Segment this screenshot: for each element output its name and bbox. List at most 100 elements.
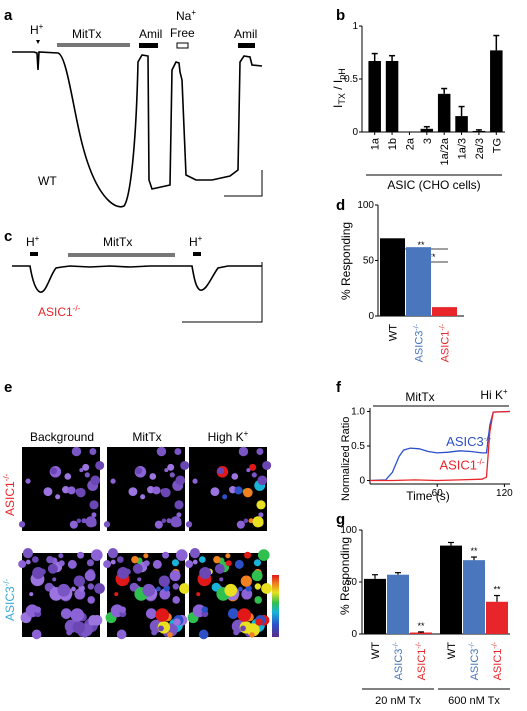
e-cell: [198, 556, 206, 563]
e-cell: [18, 560, 27, 569]
chart-d-bar: [432, 307, 457, 316]
e-cell: [52, 577, 57, 582]
e-cell: [192, 559, 198, 565]
marker-amil2-bar: [238, 43, 255, 48]
chart-b-xtick-label: 2a/3: [474, 138, 486, 159]
e-cell: [249, 632, 255, 638]
e-cell: [161, 487, 171, 498]
e-cell: [31, 629, 42, 640]
e-cell: [18, 521, 26, 528]
chart-g-bar: [440, 545, 462, 634]
e-cell: [210, 487, 220, 497]
e-cell: [156, 586, 161, 592]
e-cell: [67, 559, 77, 569]
marker-h-arrow: [36, 40, 40, 44]
e-cell: [154, 520, 163, 529]
e-cell: [84, 570, 96, 582]
chart-b-xlabel: ASIC (CHO cells): [387, 178, 480, 192]
e-cell: [79, 468, 84, 473]
chart-b-xtick-label: 2a: [404, 137, 416, 150]
chart-g-significance: **: [493, 585, 501, 595]
chart-d-xtick-label: ASIC3-/-: [414, 323, 426, 362]
e-cell: [175, 475, 186, 486]
e-cell: [66, 629, 73, 636]
e-cell: [22, 548, 34, 559]
e-col-label-background: Background: [30, 430, 94, 444]
e-cell: [224, 583, 238, 597]
e-cell: [198, 629, 209, 640]
e-image-tile: [189, 447, 267, 531]
e-cell: [213, 555, 221, 564]
chart-b-bar: [490, 50, 503, 132]
chart-d-sig-1: **: [417, 240, 425, 250]
e-cell: [174, 448, 182, 456]
chart-b-bar: [368, 60, 381, 133]
e-cell: [87, 596, 95, 604]
chart-b-ytick-2: 1: [352, 21, 358, 32]
e-cell: [50, 467, 58, 475]
e-cell: [166, 518, 172, 524]
e-cell: [231, 473, 239, 480]
chart-d-ytick-2: 100: [357, 200, 374, 211]
e-cell: [251, 570, 263, 582]
e-cell: [131, 555, 139, 564]
chart-b-xtick-label: 1a/2a: [439, 137, 451, 165]
e-cell: [140, 494, 146, 500]
chart-d: 0 50 100 % Responding ** ** WT ASIC3-/- AS…: [339, 200, 464, 362]
e-cell: [225, 560, 232, 567]
e-row-label-asic1: ASIC1-/-: [2, 473, 17, 516]
e-cell: [147, 486, 155, 494]
chart-g-xtick-label: ASIC1-/-: [492, 641, 504, 680]
chart-f: Normalized Ratio Time (s) MitTx Hi K+ 0 0…: [340, 387, 513, 503]
e-cell: [252, 516, 264, 528]
chart-b-xtick-label: 3: [422, 138, 434, 144]
marker-h-label: H+: [30, 22, 44, 37]
chart-d-sig-2: **: [428, 252, 436, 262]
e-cell: [43, 487, 53, 497]
e-cell: [84, 472, 90, 478]
e-cell: [227, 608, 239, 619]
e-cell: [94, 583, 105, 594]
e-cell: [241, 588, 253, 600]
chart-f-xlabel: Time (s): [406, 489, 450, 503]
e-cell: [87, 583, 94, 590]
chart-f-series-label: ASIC1-/-: [439, 457, 484, 472]
e-cell: [58, 560, 65, 567]
chart-g-xtick-label: WT: [370, 642, 382, 659]
e-cell: [256, 448, 264, 456]
e-cell: [34, 606, 41, 613]
marker-amil2-label: Amil: [234, 27, 257, 41]
e-cell: [258, 512, 264, 518]
chart-g-ylabel: % Responding: [338, 537, 352, 615]
chart-d-ylabel: % Responding: [339, 222, 353, 300]
chart-g-xtick-label: ASIC3-/-: [393, 641, 405, 680]
e-cell: [31, 556, 39, 563]
e-cell: [219, 577, 224, 582]
chart-b-bar: [437, 93, 451, 132]
panel-letter-d: d: [336, 197, 345, 214]
e-cell: [143, 553, 149, 559]
chart-f-series-label: ASIC3-/-: [446, 434, 491, 449]
chart-f-series-line: [369, 410, 511, 482]
e-cell: [90, 549, 103, 561]
marker-free-label: Free: [170, 26, 195, 40]
e-cell: [77, 551, 85, 559]
panel-letter-c: c: [4, 228, 12, 245]
e-cell: [82, 463, 90, 471]
e-cell: [114, 592, 119, 597]
e-cell: [135, 467, 143, 475]
e-cell: [152, 486, 161, 495]
e-cell: [132, 563, 143, 574]
e-cell: [107, 548, 119, 559]
marker-free-bar: [176, 42, 189, 49]
e-cell: [58, 553, 64, 559]
e-cell: [155, 608, 170, 622]
e-cell: [201, 606, 208, 613]
e-cell: [171, 559, 179, 567]
e-cell: [128, 487, 138, 497]
e-cell: [254, 596, 262, 604]
e-cell: [176, 512, 182, 518]
e-cell: [73, 625, 79, 632]
e-cell: [76, 518, 82, 523]
